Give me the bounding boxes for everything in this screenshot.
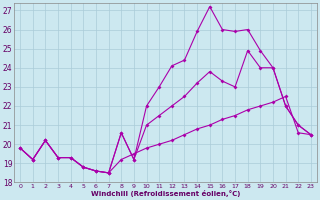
X-axis label: Windchill (Refroidissement éolien,°C): Windchill (Refroidissement éolien,°C) bbox=[91, 190, 240, 197]
